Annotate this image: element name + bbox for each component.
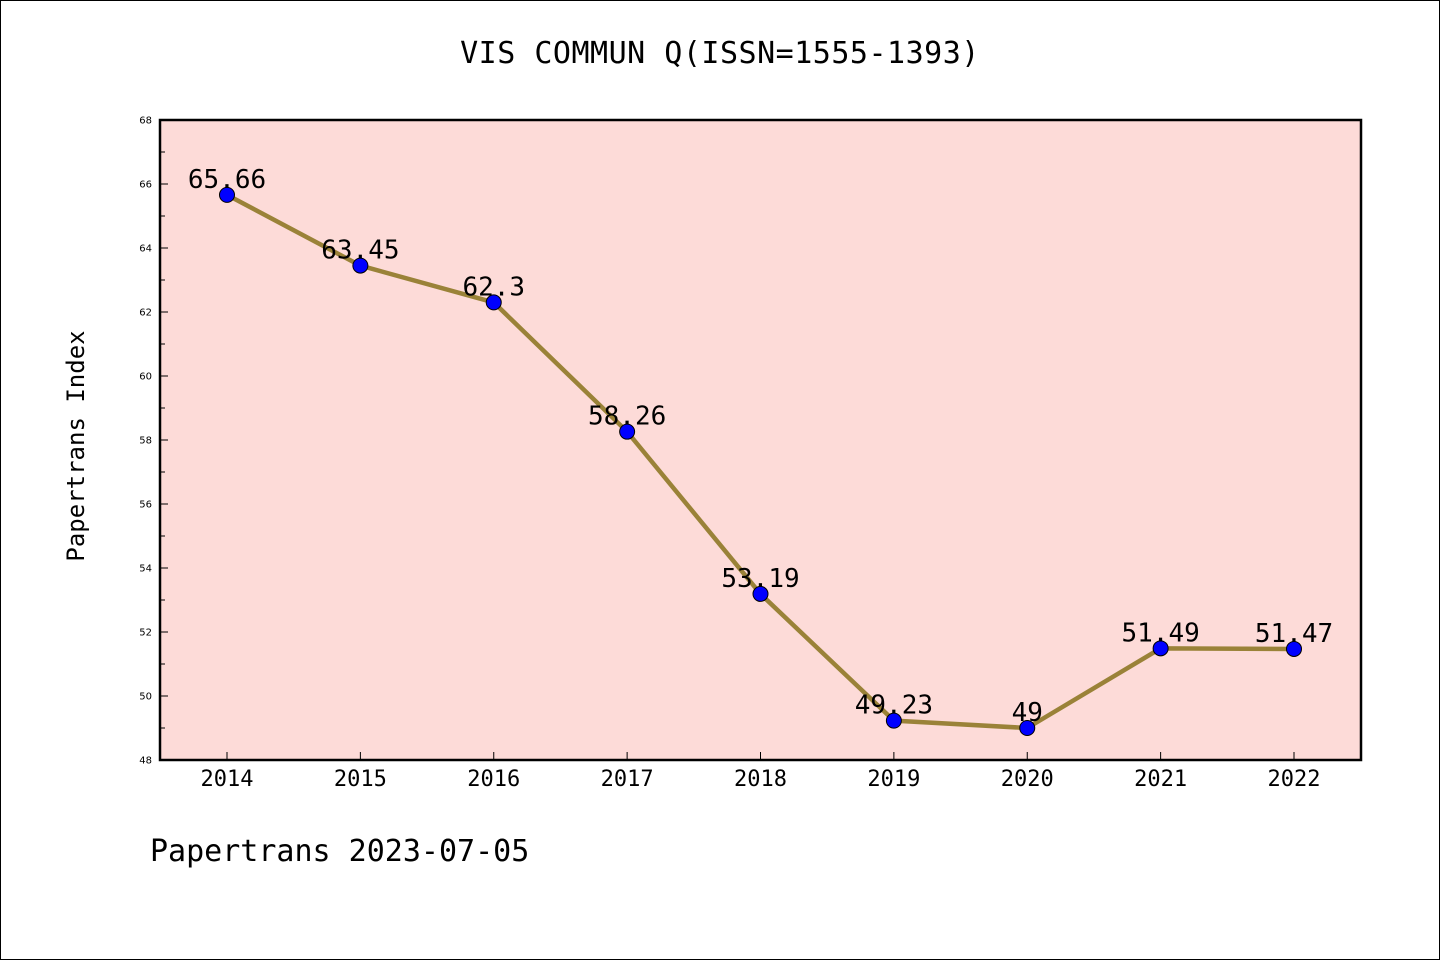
data-point (619, 423, 636, 440)
data-label: 49 (1012, 698, 1043, 728)
x-tick-label: 2019 (867, 767, 920, 792)
y-tick-label: 54 (139, 564, 152, 575)
data-point (485, 294, 502, 311)
data-point (1152, 640, 1169, 657)
data-label: 58.26 (588, 402, 666, 432)
data-label: 51.49 (1121, 618, 1199, 648)
data-label: 49.23 (855, 691, 933, 721)
data-label: 51.47 (1255, 619, 1333, 649)
y-tick-label: 62 (139, 308, 152, 319)
x-tick-label: 2018 (734, 767, 787, 792)
data-point (885, 712, 902, 729)
x-tick-label: 2017 (601, 767, 654, 792)
data-labels: 65.66 63.45 62.3 58.26 53.19 49.23 49 51.49 51.4… (188, 165, 1333, 728)
chart-title: VIS COMMUN Q(ISSN=1555-1393) (460, 36, 980, 71)
data-label: 53.19 (721, 564, 799, 594)
plot-border (158, 118, 1363, 762)
x-tick-label: 2020 (1001, 767, 1054, 792)
y-tick-label: 50 (139, 692, 152, 703)
data-points (219, 186, 1302, 736)
x-tick-label: 2014 (201, 767, 254, 792)
data-point (352, 257, 369, 274)
footer-watermark: Papertrans 2023-07-05 (150, 834, 530, 869)
y-tick-label: 56 (139, 500, 152, 511)
data-label: 62.3 (462, 272, 525, 302)
y-tick-label: 48 (139, 756, 152, 767)
y-tick-label: 64 (139, 244, 152, 255)
y-tick-label: 58 (139, 436, 152, 447)
y-axis: 48 50 52 54 56 58 60 62 64 66 68 (139, 116, 168, 767)
x-axis: 2014 2015 2016 2017 2018 2019 2020 2021 2022 (201, 752, 1321, 792)
data-point (752, 585, 769, 602)
y-tick-label: 66 (139, 180, 152, 191)
x-tick-label: 2021 (1134, 767, 1187, 792)
y-tick-label: 68 (139, 116, 152, 127)
y-tick-label: 60 (139, 372, 152, 383)
plot-area (160, 120, 1361, 760)
x-tick-label: 2015 (334, 767, 387, 792)
data-label: 65.66 (188, 165, 266, 195)
data-label: 63.45 (321, 236, 399, 266)
x-tick-label: 2016 (467, 767, 520, 792)
y-tick-label: 52 (139, 628, 152, 639)
data-point (219, 186, 235, 203)
data-point (1019, 720, 1036, 736)
data-point (1286, 640, 1302, 657)
x-tick-label: 2022 (1268, 767, 1321, 792)
